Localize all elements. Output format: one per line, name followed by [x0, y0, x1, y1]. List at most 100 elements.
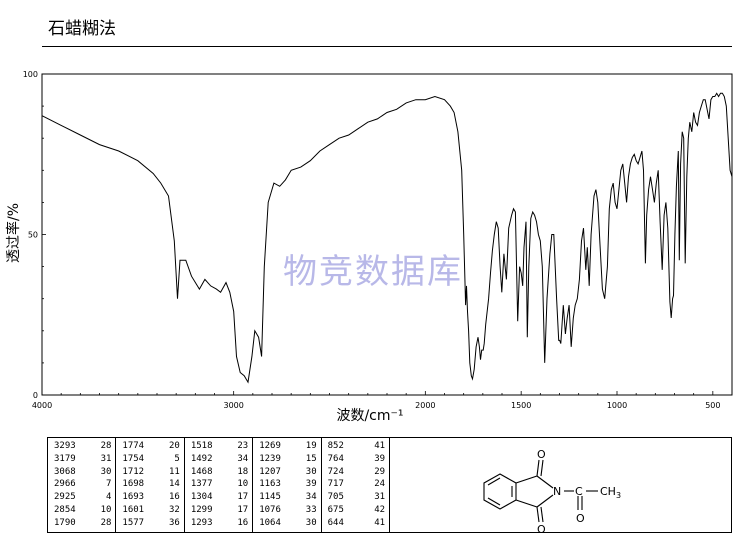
peak-transmittance: 30 — [305, 517, 317, 528]
peak-transmittance: 14 — [168, 479, 180, 490]
peak-column: 852 41 764 39 724 29 717 24 705 31 675 42 644 41 — [322, 438, 389, 532]
peak-transmittance: 7 — [105, 479, 112, 490]
peak-transmittance: 30 — [305, 466, 317, 477]
peak-wavenumber: 852 — [327, 441, 344, 451]
peak-row: 1299 17 — [191, 504, 248, 517]
peak-wavenumber: 1492 — [190, 453, 213, 464]
y-tick-label: 50 — [28, 231, 38, 240]
peak-transmittance: 32 — [168, 504, 180, 515]
peak-transmittance: 4 — [105, 492, 112, 503]
peak-transmittance: 10 — [100, 504, 112, 515]
peak-wavenumber: 2854 — [54, 504, 76, 515]
peak-row: 1269 19 — [259, 440, 316, 453]
structure-panel: O O N C O CH3 — [390, 437, 732, 536]
peak-wavenumber: 644 — [327, 517, 344, 528]
peak-column: 3293 28 3179 31 3068 30 2966 7 2925 4 2854 10 1790 28 — [48, 438, 117, 532]
peak-wavenumber: 3293 — [54, 441, 76, 451]
peak-table: 3293 28 3179 31 3068 30 2966 7 2925 4 2854 10 1790 28… — [47, 437, 390, 533]
peak-transmittance: 28 — [100, 517, 112, 528]
peak-wavenumber: 3068 — [54, 466, 76, 477]
peak-row: 705 31 — [328, 491, 385, 504]
peak-transmittance: 15 — [305, 453, 317, 464]
peak-row: 852 41 — [328, 440, 385, 453]
peak-row: 724 29 — [328, 466, 385, 479]
peak-row: 3068 30 — [54, 466, 111, 479]
peak-transmittance: 5 — [174, 453, 180, 464]
x-tick-label: 1000 — [607, 401, 627, 410]
peak-row: 1304 17 — [191, 491, 248, 504]
atom-ch3: CH3 — [600, 485, 621, 500]
peak-row: 1064 30 — [259, 517, 316, 530]
peak-wavenumber: 1693 — [122, 492, 145, 503]
peak-transmittance: 39 — [305, 479, 317, 490]
peak-transmittance: 24 — [374, 479, 386, 490]
peak-row: 1693 16 — [122, 491, 179, 504]
x-tick-label: 1500 — [511, 401, 531, 410]
peak-wavenumber: 2966 — [54, 479, 76, 490]
peak-row: 2854 10 — [54, 504, 111, 517]
peak-transmittance: 16 — [168, 492, 180, 503]
peak-transmittance: 34 — [305, 492, 317, 503]
peak-transmittance: 33 — [305, 504, 317, 515]
peak-transmittance: 42 — [374, 504, 386, 515]
x-tick-label: 3000 — [223, 401, 243, 410]
peak-column: 1269 19 1239 15 1207 30 1163 39 1145 34 1076 33 1064… — [253, 438, 322, 532]
page-title: 石蜡糊法 — [48, 19, 116, 39]
peak-row: 1790 28 — [54, 517, 111, 530]
peak-wavenumber: 724 — [327, 466, 344, 477]
peak-wavenumber: 1712 — [122, 466, 145, 477]
peak-column: 1518 23 1492 34 1468 18 1377 10 1304 17 1299 17 1293… — [185, 438, 254, 532]
peak-row: 717 24 — [328, 478, 385, 491]
peak-wavenumber: 1064 — [259, 517, 281, 528]
peak-row: 1293 16 — [191, 517, 248, 530]
peak-row: 3293 28 — [54, 440, 111, 453]
peak-wavenumber: 1577 — [122, 517, 145, 528]
peak-row: 1712 11 — [122, 466, 179, 479]
atom-c: C — [575, 485, 583, 498]
peak-wavenumber: 1076 — [259, 504, 281, 515]
plot-frame — [41, 73, 733, 396]
atom-o-bottom: O — [537, 523, 546, 534]
peak-wavenumber: 675 — [327, 504, 344, 515]
x-tick-label: 2000 — [415, 401, 435, 410]
peak-transmittance: 17 — [237, 504, 249, 515]
atom-o-acyl: O — [576, 512, 585, 525]
peak-wavenumber: 1790 — [54, 517, 76, 528]
peak-transmittance: 41 — [374, 441, 386, 451]
peak-transmittance: 36 — [168, 517, 180, 528]
peak-row: 2966 7 — [54, 478, 111, 491]
peak-transmittance: 30 — [100, 466, 112, 477]
y-tick-label: 0 — [33, 391, 38, 400]
peak-row: 1377 10 — [191, 478, 248, 491]
x-tick-label: 4000 — [32, 401, 52, 410]
peak-transmittance: 39 — [374, 453, 386, 464]
peak-transmittance: 11 — [168, 466, 180, 477]
peak-row: 1518 23 — [191, 440, 248, 453]
peak-transmittance: 19 — [305, 441, 317, 451]
spectrum-series-line — [41, 92, 733, 384]
y-axis-label: 透过率/% — [5, 203, 22, 263]
peak-transmittance: 31 — [100, 453, 112, 464]
peak-wavenumber: 1299 — [190, 504, 213, 515]
peak-wavenumber: 3179 — [54, 453, 76, 464]
peak-row: 644 41 — [328, 517, 385, 530]
peak-wavenumber: 1377 — [190, 479, 213, 490]
watermark: 物竞数据库 — [283, 252, 463, 292]
y-tick-label: 100 — [23, 70, 38, 79]
peak-wavenumber: 1754 — [122, 453, 145, 464]
peak-transmittance: 10 — [237, 479, 249, 490]
peak-row: 1468 18 — [191, 466, 248, 479]
peak-transmittance: 20 — [168, 441, 180, 451]
peak-row: 1207 30 — [259, 466, 316, 479]
peak-wavenumber: 1468 — [190, 466, 213, 477]
peak-transmittance: 41 — [374, 517, 386, 528]
peak-row: 1076 33 — [259, 504, 316, 517]
peak-transmittance: 28 — [100, 441, 112, 451]
peak-column: 1774 20 1754 5 1712 11 1698 14 1693 16 1601 32 1577 3… — [116, 438, 185, 532]
peak-wavenumber: 1293 — [190, 517, 213, 528]
peak-transmittance: 23 — [237, 441, 249, 451]
peak-row: 2925 4 — [54, 491, 111, 504]
peak-wavenumber: 1269 — [259, 441, 281, 451]
peak-wavenumber: 1698 — [122, 479, 145, 490]
peak-row: 1239 15 — [259, 453, 316, 466]
